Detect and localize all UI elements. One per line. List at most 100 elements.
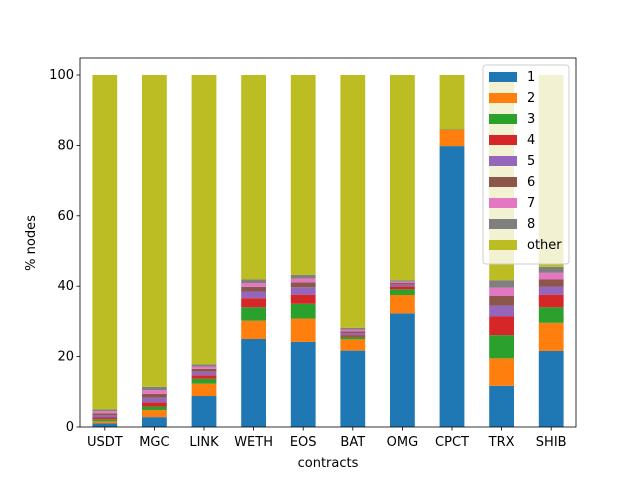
bar-shib-series-2 [538, 322, 564, 351]
bar-eos-series-3 [290, 303, 316, 319]
legend: 1 2 3 4 5 6 7 8 other [482, 64, 570, 265]
x-tick-label: MGC [139, 435, 169, 450]
bar-omg-series-8 [390, 280, 415, 282]
bar-usdt-series-2 [92, 421, 118, 424]
legend-swatch-7 [489, 198, 517, 208]
bar-usdt-series-4 [92, 417, 118, 420]
bar-mgc-series-8 [142, 386, 167, 391]
legend-label-2: 2 [527, 91, 535, 106]
bar-trx-series-8 [489, 280, 514, 288]
bar-link-series-7 [191, 366, 217, 369]
bar-link-series-other [191, 75, 217, 365]
legend-swatch-1 [489, 72, 517, 82]
bar-trx-series-7 [489, 287, 514, 296]
bar-link-series-4 [191, 375, 217, 379]
x-tick-label: OMG [387, 435, 419, 450]
bar-link-series-1 [191, 396, 217, 427]
legend-swatch-3 [489, 114, 517, 124]
bar-mgc-series-2 [142, 410, 167, 418]
bar-mgc-series-other [142, 75, 167, 387]
bar-weth-series-7 [241, 283, 266, 287]
bar-mgc-series-1 [142, 417, 167, 427]
bar-weth-series-5 [241, 291, 266, 299]
bar-bat-series-4 [340, 335, 366, 337]
bar-link-series-8 [191, 364, 217, 367]
bar-shib-series-7 [538, 272, 564, 280]
bar-weth-series-4 [241, 298, 266, 308]
bar-trx-series-3 [489, 335, 514, 359]
bar-bat-series-5 [340, 333, 366, 336]
bar-omg-series-7 [390, 281, 415, 284]
x-axis-label: contracts [298, 456, 359, 471]
bar-omg-series-6 [390, 283, 415, 285]
bar-eos-series-7 [290, 278, 316, 283]
bar-link-series-6 [191, 368, 217, 372]
bar-omg-series-5 [390, 284, 415, 287]
bar-weth-series-6 [241, 286, 266, 292]
bar-mgc-series-6 [142, 393, 167, 398]
bar-weth-series-3 [241, 307, 266, 321]
bar-usdt-series-1 [92, 423, 118, 427]
bar-shib-series-3 [538, 307, 564, 323]
bar-bat-series-3 [340, 336, 366, 340]
bar-usdt-series-other [92, 75, 118, 410]
bar-weth-series-8 [241, 279, 266, 284]
bar-weth-series-other [241, 75, 266, 280]
y-tick-label: 80 [57, 138, 74, 153]
bar-omg-series-4 [390, 286, 415, 290]
bar-shib-series-5 [538, 286, 564, 295]
bar-mgc-series-7 [142, 390, 167, 394]
y-tick-label: 60 [57, 209, 74, 224]
legend-swatch-2 [489, 93, 517, 103]
bar-bat-series-7 [340, 329, 366, 332]
y-axis-label: % nodes [24, 215, 39, 271]
axes-layer: 0 20 40 60 80 100 USDT MGC LINK WETH EOS BAT OMG CPCT… [49, 57, 577, 450]
legend-label-7: 7 [527, 196, 535, 211]
bar-omg-series-3 [390, 289, 415, 295]
bar-usdt-series-6 [92, 413, 118, 416]
legend-label-6: 6 [527, 175, 535, 190]
bar-bat-series-2 [340, 339, 366, 351]
bar-shib-series-8 [538, 266, 564, 273]
bar-shib-series-1 [538, 350, 564, 427]
bar-cpct-series-other [439, 75, 465, 130]
bar-omg-series-other [390, 75, 415, 281]
bar-trx-series-6 [489, 295, 514, 306]
x-tick-label: USDT [87, 435, 123, 450]
bar-usdt-series-8 [92, 409, 118, 412]
bar-shib-series-6 [538, 279, 564, 287]
bar-mgc-series-5 [142, 397, 167, 403]
legend-label-4: 4 [527, 133, 535, 148]
x-tick-label: EOS [290, 435, 317, 450]
x-tick-label: SHIB [536, 435, 567, 450]
bar-omg-series-1 [390, 313, 415, 427]
y-tick-label: 40 [57, 279, 74, 294]
legend-swatch-4 [489, 135, 517, 145]
bar-link-series-3 [191, 378, 217, 384]
bar-trx-series-5 [489, 305, 514, 317]
bar-usdt-series-7 [92, 411, 118, 414]
x-tick-label: CPCT [435, 435, 469, 450]
bar-usdt-series-5 [92, 415, 118, 418]
bar-cpct-series-2 [439, 129, 465, 147]
bar-eos-series-2 [290, 318, 316, 342]
bar-usdt-series-3 [92, 419, 118, 422]
bar-eos-series-6 [290, 282, 316, 288]
x-tick-label: BAT [340, 435, 365, 450]
bar-mgc-series-4 [142, 402, 167, 407]
bar-weth-series-2 [241, 320, 266, 339]
bar-eos-series-8 [290, 274, 316, 279]
bar-trx-series-1 [489, 385, 514, 427]
legend-label-other: other [527, 238, 562, 253]
legend-label-3: 3 [527, 112, 535, 127]
plot-frame [79, 57, 577, 428]
bar-shib-series-4 [538, 294, 564, 308]
bar-eos-series-5 [290, 287, 316, 295]
x-tick-label: WETH [234, 435, 273, 450]
bar-weth-series-1 [241, 339, 266, 427]
legend-label-5: 5 [527, 154, 535, 169]
bar-bat-series-1 [340, 350, 366, 427]
legend-swatch-other [489, 240, 517, 250]
y-tick-label: 100 [49, 68, 74, 83]
